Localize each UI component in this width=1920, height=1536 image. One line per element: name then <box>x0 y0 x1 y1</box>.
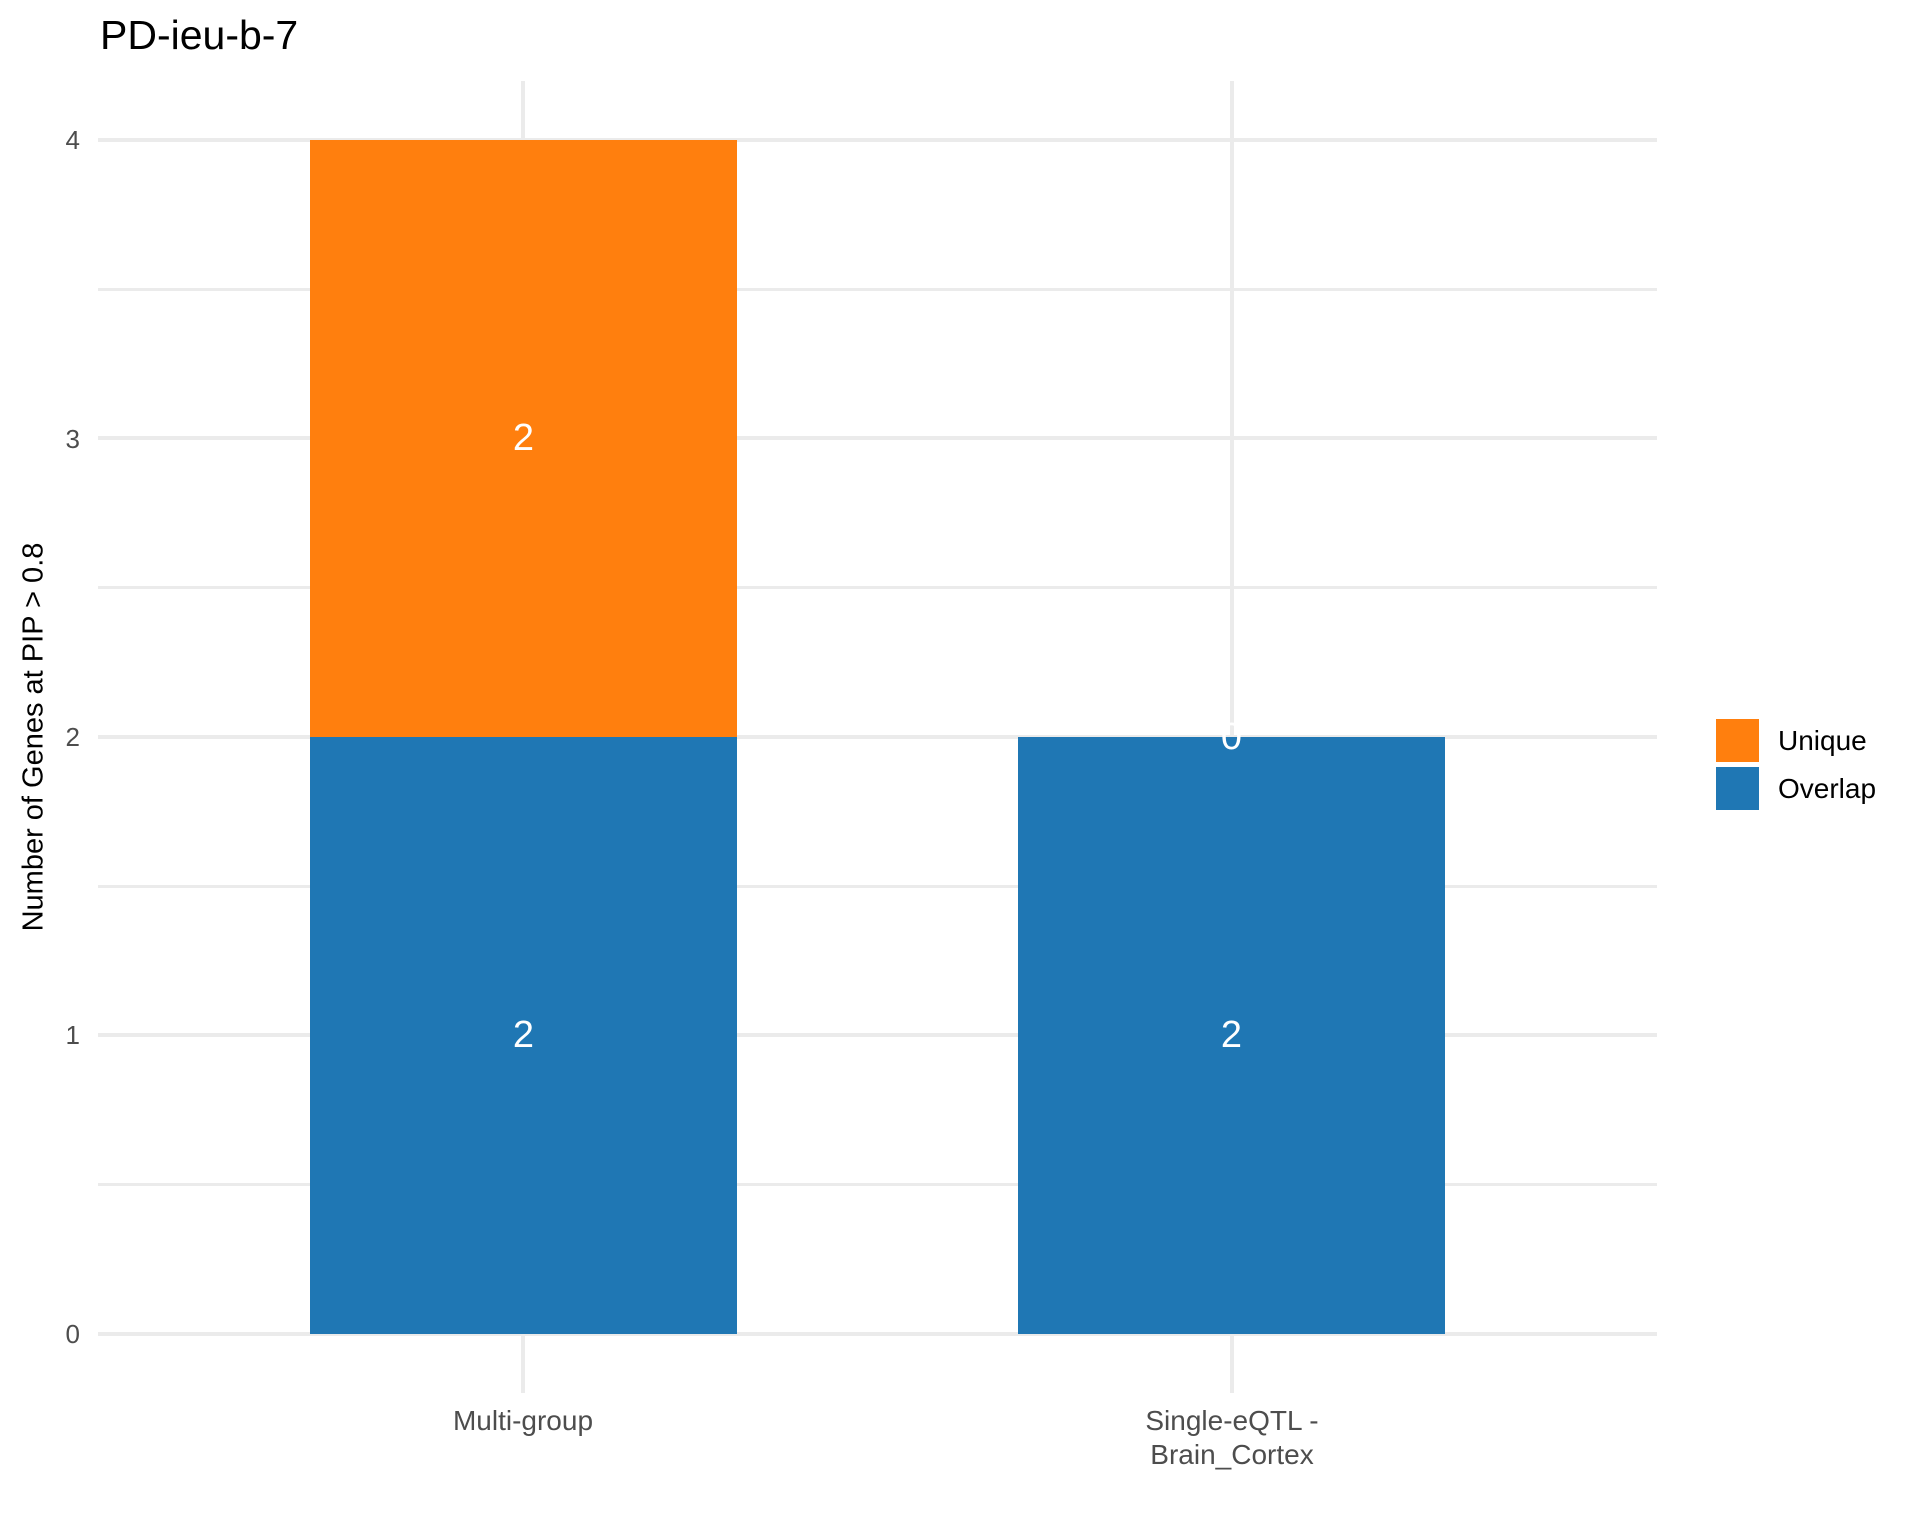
gridline-y-1 <box>98 1033 1657 1037</box>
legend-swatch-overlap-icon <box>1716 767 1759 810</box>
gridline-y-0-5 <box>98 1183 1657 1186</box>
legend-label-overlap: Overlap <box>1778 772 1877 804</box>
legend-item-unique: Unique <box>1716 719 1876 762</box>
bar-multi-group-unique <box>310 140 737 737</box>
y-tick-label-3: 3 <box>65 424 80 454</box>
plot-panel: 2 2 0 2 <box>98 81 1657 1393</box>
bar-label-multi-group-overlap: 2 <box>512 1014 535 1056</box>
chart-title: PD-ieu-b-7 <box>100 12 299 58</box>
bar-label-multi-group-unique: 2 <box>512 417 535 459</box>
gridline-y-0 <box>98 1332 1657 1336</box>
bar-single-eqtl-overlap <box>1018 737 1445 1334</box>
bar-label-single-eqtl-unique: 0 <box>1220 716 1243 758</box>
legend-swatch-unique-icon <box>1716 719 1759 762</box>
gridline-y-3 <box>98 436 1657 440</box>
bar-label-single-eqtl-overlap: 2 <box>1220 1014 1243 1056</box>
y-tick-label-2: 2 <box>65 722 80 752</box>
x-tick-label-single-eqtl: Single-eQTL - Brain_Cortex <box>1032 1404 1432 1472</box>
x-tick-label-line: Brain_Cortex <box>1150 1439 1314 1470</box>
bar-multi-group-overlap <box>310 737 737 1334</box>
legend: Unique Overlap <box>1716 719 1876 815</box>
y-tick-label-4: 4 <box>65 125 80 155</box>
gridline-y-1-5 <box>98 885 1657 888</box>
gridline-y-4 <box>98 138 1657 142</box>
gridline-y-2 <box>98 735 1657 739</box>
y-tick-label-1: 1 <box>65 1020 80 1050</box>
gridline-y-3-5 <box>98 288 1657 291</box>
legend-label-unique: Unique <box>1778 724 1867 756</box>
x-tick-label-line: Single-eQTL - <box>1145 1405 1319 1436</box>
legend-item-overlap: Overlap <box>1716 767 1876 810</box>
x-tick-label-line: Multi-group <box>452 1405 594 1436</box>
y-tick-label-0: 0 <box>65 1319 80 1349</box>
y-axis-title: Number of Genes at PIP > 0.8 <box>17 542 50 932</box>
x-tick-label-multi-group: Multi-group <box>323 1404 723 1438</box>
gridline-y-2-5 <box>98 586 1657 589</box>
